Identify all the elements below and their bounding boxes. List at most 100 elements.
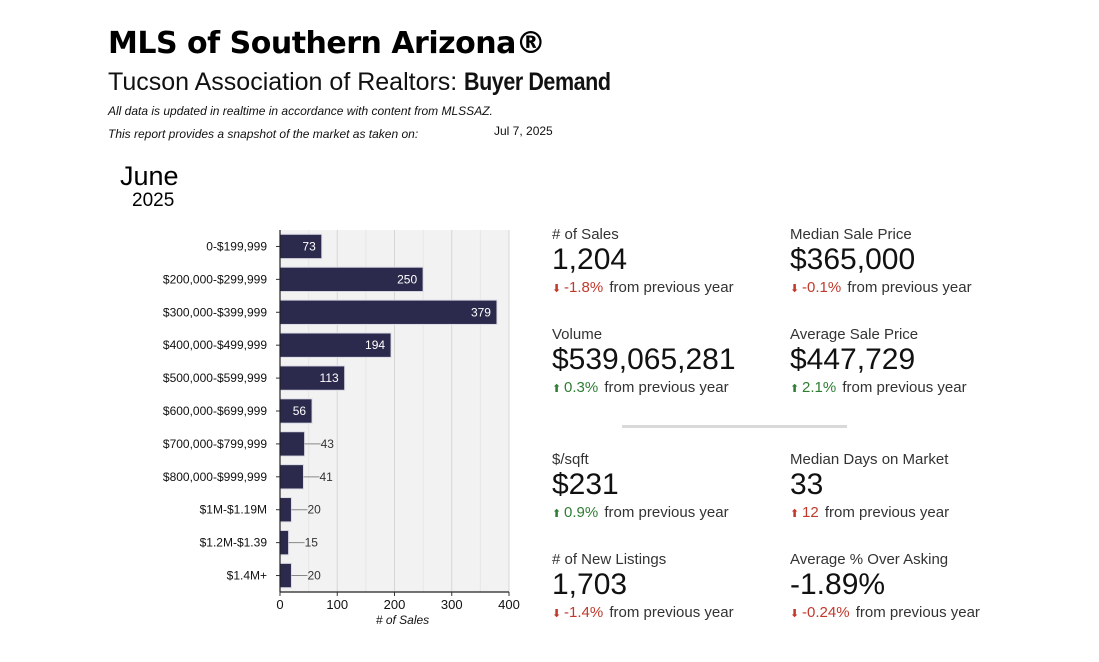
data-label: 41 bbox=[319, 470, 333, 484]
down-arrow-icon: ⬇ bbox=[790, 608, 800, 620]
metric-new-listings: # of New Listings 1,703 ⬇ -1.4% from prev… bbox=[552, 551, 782, 621]
category-label: 0-$199,999 bbox=[206, 239, 267, 253]
bar bbox=[279, 529, 290, 556]
bar bbox=[279, 431, 306, 457]
metric-value: $539,065,281 bbox=[552, 343, 736, 376]
metric-volume: Volume $539,065,281 ⬆ 0.3% from previous … bbox=[552, 326, 782, 396]
category-label: $1M-$1.19M bbox=[200, 503, 267, 517]
data-label: 250 bbox=[397, 272, 417, 286]
period-year: 2025 bbox=[132, 190, 175, 211]
metric-change-suffix: from previous year bbox=[604, 504, 729, 521]
metric-change-suffix: from previous year bbox=[855, 604, 980, 621]
metric-change-value: 0.9% bbox=[564, 504, 599, 521]
category-label: $300,000-$399,999 bbox=[163, 305, 267, 319]
metric-value: $231 bbox=[552, 468, 619, 501]
section-divider bbox=[622, 425, 847, 428]
period-month: June bbox=[120, 161, 179, 191]
metric-label: # of Sales bbox=[552, 226, 619, 243]
data-label: 73 bbox=[302, 239, 316, 253]
up-arrow-icon: ⬆ bbox=[552, 508, 562, 520]
category-label: $600,000-$699,999 bbox=[163, 404, 267, 418]
metric-average-sale-price: Average Sale Price $447,729 ⬆ 2.1% from p… bbox=[790, 326, 1020, 396]
metric-change-value: 0.3% bbox=[564, 379, 599, 396]
category-label: $1.2M-$1.39 bbox=[200, 536, 268, 550]
metric-change-suffix: from previous year bbox=[609, 279, 734, 296]
metric-change-value: -1.4% bbox=[564, 604, 604, 621]
x-tick-label: 0 bbox=[276, 597, 283, 612]
metric-change-suffix: from previous year bbox=[824, 504, 950, 521]
data-update-note: All data is updated in realtime in accor… bbox=[108, 104, 493, 118]
metric-label: # of New Listings bbox=[552, 551, 667, 568]
x-tick-label: 400 bbox=[498, 597, 520, 612]
snapshot-date: Jul 7, 2025 bbox=[494, 124, 553, 138]
metric-change: ⬆ 12 from previous year bbox=[790, 504, 1020, 521]
metric-value: -1.89% bbox=[790, 568, 886, 601]
data-label: 15 bbox=[305, 536, 319, 550]
bar bbox=[279, 398, 313, 424]
metric-change-suffix: from previous year bbox=[842, 379, 967, 396]
metric-change-value: -0.24% bbox=[802, 604, 850, 621]
metric-label: Average Sale Price bbox=[790, 326, 919, 343]
metric-label: Volume bbox=[552, 326, 603, 343]
data-label: 379 bbox=[471, 305, 491, 319]
metric-median-sale-price: Median Sale Price $365,000 ⬇ -0.1% from p… bbox=[790, 226, 1020, 296]
bar bbox=[279, 497, 292, 523]
metric-value: $365,000 bbox=[790, 243, 916, 276]
sales-by-price-chart: 0-$199,999 73 $200,000-$299,999 250 $300,000… bbox=[163, 230, 520, 627]
up-arrow-icon: ⬆ bbox=[552, 383, 562, 395]
data-label: 20 bbox=[307, 569, 321, 583]
metric-change-value: -1.8% bbox=[564, 279, 604, 296]
metric-median-days-on-market: Median Days on Market 33 ⬆ 12 from previo… bbox=[790, 451, 1020, 521]
up-arrow-icon: ⬆ bbox=[790, 508, 800, 520]
bar bbox=[279, 266, 424, 293]
metric-label: Median Sale Price bbox=[790, 226, 912, 243]
x-tick-label: 100 bbox=[326, 597, 348, 612]
x-tick-label: 200 bbox=[384, 597, 406, 612]
metric-change-value: 12 bbox=[802, 504, 819, 521]
down-arrow-icon: ⬇ bbox=[552, 283, 562, 295]
subtitle-report-name: Buyer Demand bbox=[464, 68, 611, 96]
subtitle-prefix: Tucson Association of Realtors: bbox=[108, 68, 465, 96]
x-axis-label: # of Sales bbox=[376, 613, 429, 627]
metric-average-over-asking: Average % Over Asking -1.89% ⬇ -0.24% fro… bbox=[790, 551, 1020, 621]
bar bbox=[279, 464, 304, 490]
metric-change-suffix: from previous year bbox=[847, 279, 972, 296]
bar bbox=[279, 562, 292, 589]
metric-value: 1,703 bbox=[552, 568, 628, 601]
page-subtitle: Tucson Association of Realtors: Buyer De… bbox=[108, 68, 635, 97]
metric-change: ⬇ -1.4% from previous year bbox=[552, 604, 782, 621]
metric-change: ⬆ 0.3% from previous year bbox=[552, 379, 782, 396]
data-label: 194 bbox=[365, 338, 385, 352]
metric-change: ⬇ -0.24% from previous year bbox=[790, 604, 1020, 621]
down-arrow-icon: ⬇ bbox=[790, 283, 800, 295]
up-arrow-icon: ⬆ bbox=[790, 383, 800, 395]
category-label: $400,000-$499,999 bbox=[163, 338, 267, 352]
metric-label: Average % Over Asking bbox=[790, 551, 949, 568]
category-label: $700,000-$799,999 bbox=[163, 437, 267, 451]
metric-change-suffix: from previous year bbox=[609, 604, 734, 621]
metric-label: $/sqft bbox=[552, 451, 589, 468]
metric-change-value: 2.1% bbox=[802, 379, 837, 396]
down-arrow-icon: ⬇ bbox=[552, 608, 562, 620]
data-label: 43 bbox=[321, 437, 335, 451]
metric-change: ⬆ 0.9% from previous year bbox=[552, 504, 782, 521]
metric-change-value: -0.1% bbox=[802, 279, 842, 296]
metric-sales-count: # of Sales 1,204 ⬇ -1.8% from previous ye… bbox=[552, 226, 782, 296]
snapshot-note: This report provides a snapshot of the m… bbox=[108, 127, 419, 141]
data-label: 56 bbox=[293, 404, 307, 418]
metric-change: ⬇ -0.1% from previous year bbox=[790, 279, 1020, 296]
x-tick-label: 300 bbox=[441, 597, 463, 612]
metric-price-per-sqft: $/sqft $231 ⬆ 0.9% from previous year bbox=[552, 451, 782, 521]
page-title: MLS of Southern Arizona® bbox=[108, 26, 546, 61]
data-label: 113 bbox=[320, 371, 339, 385]
bar bbox=[279, 299, 498, 325]
metric-label: Median Days on Market bbox=[790, 451, 949, 468]
metric-value: 33 bbox=[790, 468, 824, 501]
metric-value: 1,204 bbox=[552, 243, 628, 276]
metric-change-suffix: from previous year bbox=[604, 379, 729, 396]
category-label: $1.4M+ bbox=[227, 569, 267, 583]
metric-change: ⬇ -1.8% from previous year bbox=[552, 279, 782, 296]
bar bbox=[279, 233, 323, 260]
bar bbox=[279, 332, 392, 358]
category-label: $500,000-$599,999 bbox=[163, 371, 267, 385]
